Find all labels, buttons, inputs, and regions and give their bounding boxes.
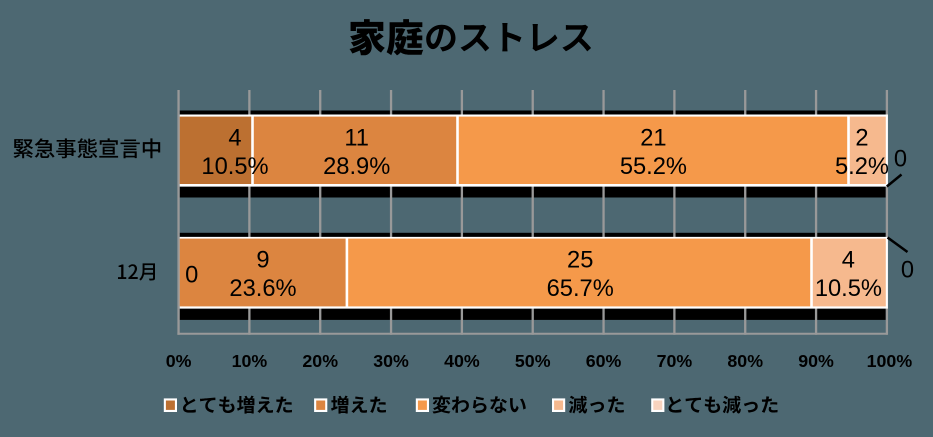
svg-text:4: 4: [842, 248, 855, 274]
svg-text:20%: 20%: [302, 351, 338, 371]
svg-text:70%: 70%: [657, 351, 693, 371]
svg-text:65.7%: 65.7%: [547, 276, 614, 302]
svg-text:0: 0: [901, 257, 914, 283]
svg-text:0%: 0%: [166, 351, 192, 371]
svg-text:28.9%: 28.9%: [323, 154, 390, 180]
svg-text:2: 2: [855, 125, 868, 151]
svg-text:23.6%: 23.6%: [229, 276, 296, 302]
svg-text:0: 0: [894, 147, 907, 173]
svg-text:40%: 40%: [444, 351, 480, 371]
svg-text:21: 21: [640, 125, 666, 151]
svg-text:0: 0: [185, 262, 198, 288]
svg-text:50%: 50%: [515, 351, 551, 371]
svg-text:4: 4: [228, 125, 241, 151]
svg-text:100%: 100%: [867, 351, 913, 371]
svg-text:11: 11: [344, 125, 369, 151]
svg-text:9: 9: [256, 248, 269, 274]
svg-text:25: 25: [567, 248, 593, 274]
svg-text:90%: 90%: [798, 351, 834, 371]
svg-text:80%: 80%: [727, 351, 763, 371]
svg-text:55.2%: 55.2%: [620, 154, 687, 180]
svg-text:30%: 30%: [373, 351, 409, 371]
svg-text:10.5%: 10.5%: [815, 276, 882, 302]
svg-text:10.5%: 10.5%: [201, 154, 268, 180]
svg-text:10%: 10%: [232, 351, 268, 371]
svg-text:5.2%: 5.2%: [835, 154, 889, 180]
svg-text:60%: 60%: [586, 351, 622, 371]
